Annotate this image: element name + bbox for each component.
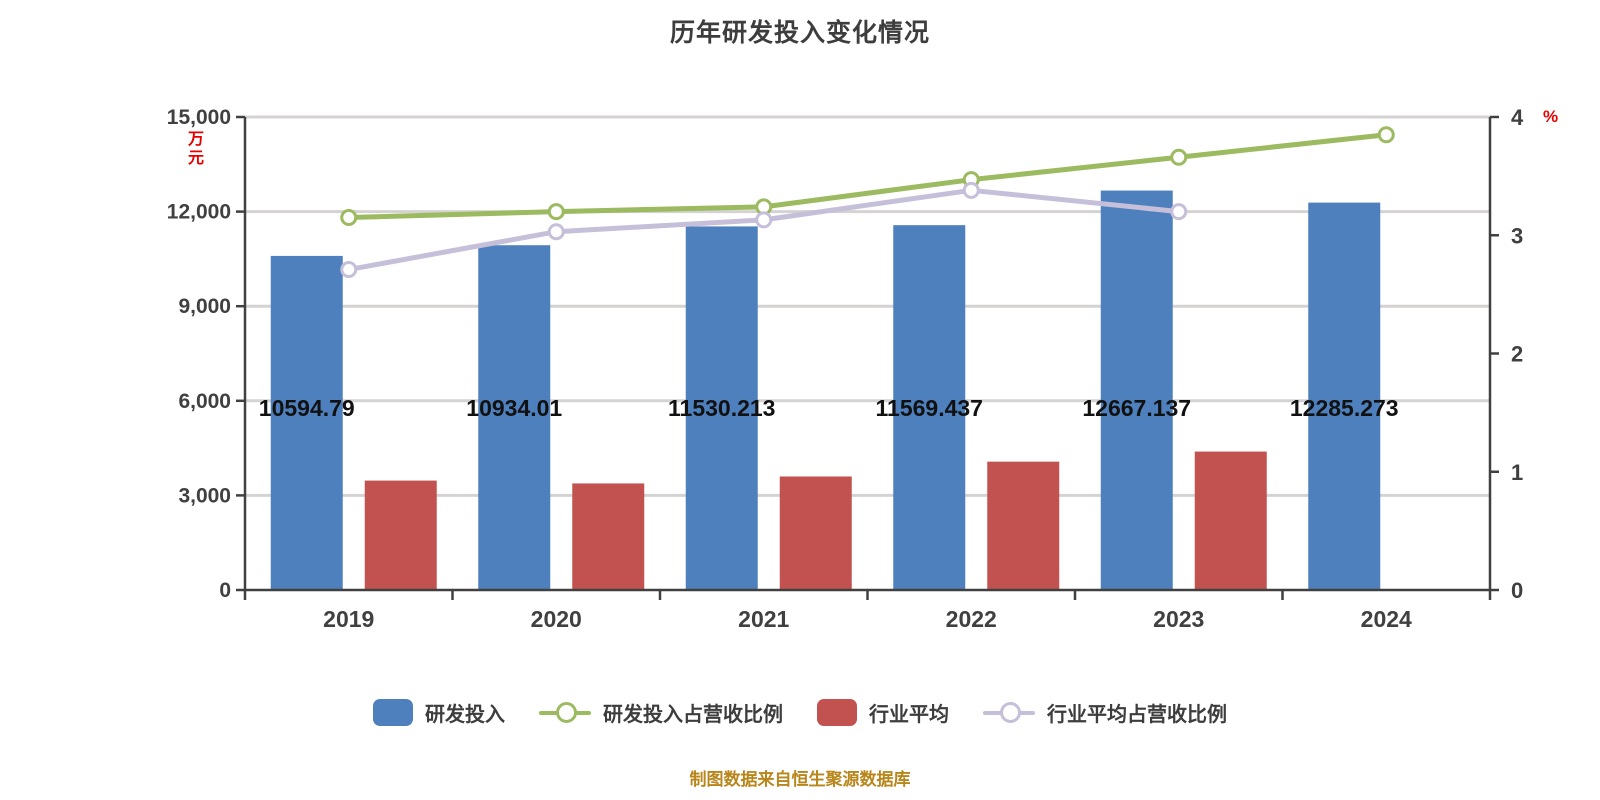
bar-swatch-icon (373, 699, 413, 726)
x-axis-year-label: 2023 (1153, 606, 1204, 632)
left-axis-unit: 万 (187, 131, 204, 148)
y-axis-left-label: 3,000 (178, 484, 231, 507)
industry-average-bar-2023[interactable] (1194, 451, 1267, 590)
y-axis-right-label: 1 (1511, 460, 1523, 485)
bar-value-label-2021: 11530.213 (668, 395, 775, 421)
bar-value-label-2019: 10594.79 (259, 395, 355, 421)
industry-average-bar-2020[interactable] (572, 483, 645, 590)
rd-investment-bar-2020[interactable] (478, 245, 551, 590)
legend-label: 研发投入 (425, 704, 505, 726)
chart-legend: 研发投入 研发投入占营收比例 行业平均 行业平均占营收比例 (0, 698, 1600, 727)
x-axis-year-label: 2022 (946, 606, 997, 632)
rd-ratio-point-2023[interactable] (1170, 148, 1188, 166)
industry-average-bar-2021[interactable] (779, 476, 852, 590)
legend-label: 研发投入占营收比例 (603, 704, 783, 726)
bar-value-label-2024: 12285.273 (1290, 395, 1399, 421)
legend-label: 行业平均占营收比例 (1047, 704, 1227, 726)
right-axis-unit: % (1543, 107, 1558, 126)
industry-ratio-point-2021[interactable] (755, 211, 773, 229)
y-axis-left-label: 6,000 (178, 390, 231, 413)
x-axis-year-label: 2020 (531, 606, 582, 632)
left-axis-unit: 元 (188, 150, 204, 167)
rd-ratio-point-2020[interactable] (547, 203, 565, 221)
legend-item-industry-average[interactable]: 行业平均 (817, 698, 949, 727)
legend-item-rd-investment[interactable]: 研发投入 (373, 698, 505, 727)
x-axis-year-label: 2021 (738, 606, 789, 632)
rd-investment-bar-2022[interactable] (893, 225, 966, 590)
industry-ratio-point-2020[interactable] (547, 223, 565, 241)
y-axis-left-label: 0 (219, 579, 231, 602)
line-marker-swatch-icon (983, 699, 1035, 726)
rd-investment-bar-2019[interactable] (270, 255, 343, 590)
legend-item-rd-ratio[interactable]: 研发投入占营收比例 (539, 698, 783, 727)
bar-value-label-2023: 12667.137 (1082, 395, 1191, 421)
y-axis-left-label: 9,000 (178, 295, 231, 318)
y-axis-right-label: 3 (1511, 223, 1523, 248)
bar-value-label-2022: 11569.437 (876, 395, 983, 421)
legend-item-industry-ratio[interactable]: 行业平均占营收比例 (983, 698, 1227, 727)
industry-average-bar-2022[interactable] (987, 461, 1060, 590)
rd-ratio-line (346, 132, 1389, 221)
industry-ratio-point-2019[interactable] (340, 261, 358, 279)
y-axis-right-label: 2 (1511, 342, 1523, 367)
line-marker-swatch-icon (539, 699, 591, 726)
industry-ratio-point-2023[interactable] (1170, 203, 1188, 221)
industry-average-bar-2019[interactable] (364, 480, 437, 590)
legend-label: 行业平均 (869, 704, 949, 726)
rd-investment-bar-2021[interactable] (685, 226, 758, 591)
y-axis-right-label: 0 (1511, 578, 1523, 603)
data-source-note: 制图数据来自恒生聚源数据库 (689, 770, 911, 789)
rd-investment-bar-2023[interactable] (1100, 190, 1173, 591)
bar-value-label-2020: 10934.01 (466, 395, 562, 421)
industry-ratio-point-2022[interactable] (962, 181, 980, 199)
bar-swatch-icon (817, 699, 857, 726)
chart-title: 历年研发投入变化情况 (669, 19, 930, 47)
y-axis-left-label: 15,000 (167, 106, 231, 129)
x-axis-year-label: 2024 (1361, 606, 1412, 632)
y-axis-left-label: 12,000 (167, 201, 231, 224)
rd-ratio-point-2019[interactable] (340, 209, 358, 227)
rd-ratio-point-2024[interactable] (1377, 126, 1395, 144)
rd-investment-bar-2024[interactable] (1308, 202, 1381, 591)
y-axis-right-label: 4 (1511, 105, 1524, 130)
x-axis-year-label: 2019 (323, 606, 374, 632)
